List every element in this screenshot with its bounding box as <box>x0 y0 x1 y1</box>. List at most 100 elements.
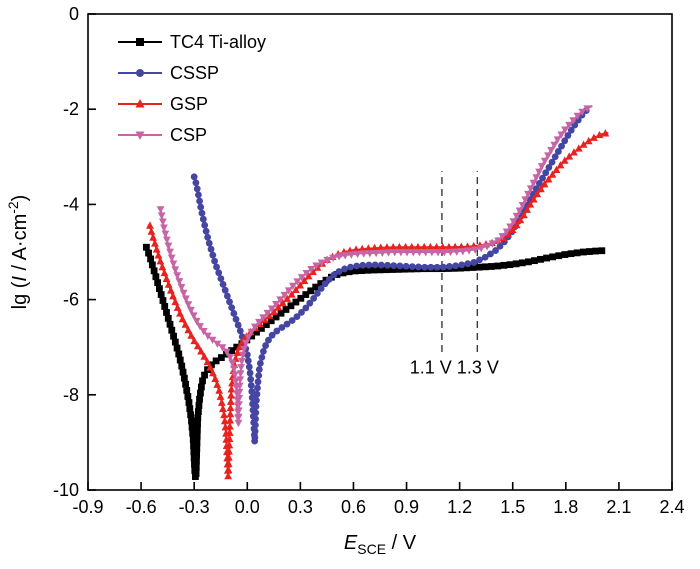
marker-triangle-down <box>573 112 582 121</box>
marker-square <box>208 361 215 369</box>
marker-triangle-down <box>235 401 243 409</box>
marker-triangle-up <box>156 257 165 265</box>
marker-triangle-down <box>272 300 280 309</box>
marker-square <box>248 332 256 340</box>
marker-triangle-up <box>162 274 171 282</box>
marker-triangle-down <box>427 249 436 257</box>
marker-square <box>277 309 285 317</box>
marker-triangle-down <box>228 359 237 367</box>
marker-circle <box>545 164 553 171</box>
legend-item-cssp: CSSP <box>118 63 219 83</box>
marker-square <box>457 264 464 272</box>
marker-triangle-down <box>267 305 276 313</box>
marker-square <box>194 420 201 428</box>
marker-triangle-down <box>509 218 518 226</box>
marker-circle <box>317 285 325 292</box>
marker-circle <box>230 310 238 317</box>
marker-circle <box>283 320 291 328</box>
x-tick-label: 2.4 <box>659 497 684 517</box>
marker-square <box>183 386 191 394</box>
marker-circle <box>209 251 217 259</box>
marker-circle <box>268 331 276 339</box>
marker-triangle-down <box>403 249 411 257</box>
marker-circle <box>234 321 242 329</box>
marker-triangle-up <box>173 303 182 311</box>
marker-square <box>549 253 557 261</box>
marker-triangle-up <box>260 315 269 323</box>
marker-circle <box>470 259 478 266</box>
marker-triangle-up <box>548 170 557 178</box>
marker-triangle-up <box>213 380 222 388</box>
marker-triangle-up <box>504 229 513 238</box>
marker-triangle-down <box>446 248 455 257</box>
marker-triangle-up <box>516 215 525 224</box>
marker-square <box>187 411 195 419</box>
x-tick-label: 0.6 <box>341 497 366 517</box>
marker-triangle-up <box>154 251 163 259</box>
marker-triangle-up <box>169 292 177 300</box>
marker-triangle-down <box>230 371 239 379</box>
legend-label: CSSP <box>170 63 219 83</box>
marker-triangle-down <box>297 274 306 282</box>
marker-circle <box>223 292 231 300</box>
marker-circle <box>228 304 236 312</box>
marker-triangle-up <box>601 129 610 137</box>
marker-circle <box>198 209 206 217</box>
marker-square <box>193 457 200 465</box>
marker-triangle-down <box>396 249 405 257</box>
marker-circle <box>535 180 543 187</box>
marker-square <box>481 263 489 271</box>
x-tick-label: -0.3 <box>179 497 210 517</box>
marker-triangle-up <box>508 225 517 233</box>
marker-triangle-up <box>158 262 167 271</box>
marker-circle <box>193 185 201 193</box>
marker-triangle-down <box>237 364 246 372</box>
marker-triangle-down <box>384 249 393 257</box>
marker-circle <box>213 263 220 271</box>
marker-square <box>573 249 581 257</box>
marker-circle <box>252 409 260 417</box>
marker-triangle-up <box>220 410 228 419</box>
marker-square <box>233 343 241 351</box>
marker-triangle-down <box>502 228 511 236</box>
marker-triangle-up <box>296 281 305 289</box>
marker-triangle-up <box>197 347 205 355</box>
marker-triangle-up <box>227 391 235 399</box>
marker-triangle-up <box>164 280 173 288</box>
marker-square <box>345 268 353 276</box>
marker-triangle-down <box>498 233 507 241</box>
marker-square <box>512 260 520 268</box>
marker-triangle-up <box>438 242 447 251</box>
marker-square <box>267 317 275 325</box>
marker-triangle-up <box>193 341 202 350</box>
marker-triangle-down <box>483 243 491 251</box>
marker-triangle-down <box>263 309 272 318</box>
marker-circle <box>561 137 569 145</box>
marker-triangle-up <box>445 242 453 251</box>
marker-circle <box>273 327 281 335</box>
marker-circle <box>551 153 559 161</box>
marker-square <box>395 265 402 273</box>
legend-item-gsp: GSP <box>118 94 208 114</box>
marker-triangle-up <box>451 242 460 251</box>
marker-square <box>212 357 220 365</box>
marker-square <box>376 266 384 274</box>
marker-square <box>586 248 593 255</box>
marker-square <box>469 264 477 271</box>
marker-square <box>201 371 208 379</box>
marker-square <box>388 266 396 273</box>
marker-triangle-down <box>175 278 184 286</box>
marker-square <box>272 313 280 321</box>
marker-circle <box>353 262 361 270</box>
marker-triangle-up <box>540 180 549 188</box>
marker-square <box>164 314 172 322</box>
marker-circle <box>192 179 200 187</box>
marker-circle <box>458 261 466 269</box>
marker-circle <box>384 261 391 269</box>
marker-square <box>253 328 260 336</box>
marker-triangle-up <box>526 200 535 208</box>
marker-circle <box>232 315 240 323</box>
marker-square <box>292 298 300 306</box>
marker-triangle-up <box>589 133 598 141</box>
x-tick-label: 1.8 <box>553 497 578 517</box>
